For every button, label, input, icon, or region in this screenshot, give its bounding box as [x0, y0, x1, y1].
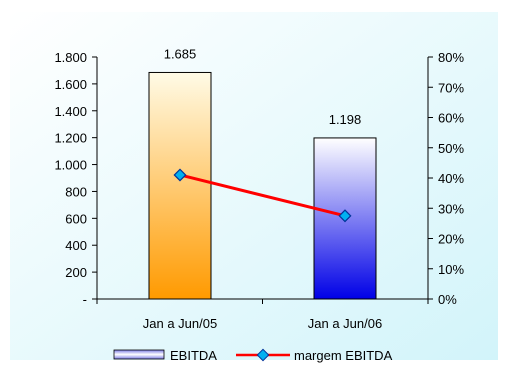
margem-ebitda-point [338, 209, 352, 223]
right-axis-tick-label: 50% [438, 141, 464, 156]
right-axis-tick-label: 0% [438, 292, 457, 307]
x-axis: Jan a Jun/05 Jan a Jun/06 [96, 298, 429, 331]
left-axis-tick-label: 800 [65, 184, 87, 199]
bar-value-label: 1.685 [164, 46, 197, 61]
right-axis-tick-label: 20% [438, 232, 464, 247]
left-axis-tick-label: 400 [65, 238, 87, 253]
margem-ebitda-line [179, 173, 346, 218]
left-axis-tick-label: 1.400 [54, 104, 87, 119]
legend: EBITDA margem EBITDA [113, 348, 393, 363]
legend-label-margem-ebitda: margem EBITDA [294, 348, 393, 363]
left-axis-tick-label: 1.600 [54, 77, 87, 92]
right-axis-tick-label: 30% [438, 201, 464, 216]
left-axis-tick-label: 1.800 [54, 50, 87, 65]
right-axis-tick-label: 80% [438, 50, 464, 65]
left-axis-tick-label: 1.000 [54, 158, 87, 173]
right-axis-tick-label: 70% [438, 80, 464, 95]
legend-swatch-ebitda [113, 349, 165, 360]
x-axis-category-label: Jan a Jun/05 [143, 316, 217, 331]
bar-data-labels: 1.685 1.198 [164, 46, 362, 126]
left-axis-tick-label: - [83, 292, 87, 307]
left-axis-tick-label: 1.200 [54, 131, 87, 146]
left-y-axis: - 200 400 600 800 1.000 1.200 1.400 1.600 1.800 [54, 50, 98, 307]
bar [148, 71, 212, 300]
left-axis-tick-label: 200 [65, 265, 87, 280]
x-axis-category-label: Jan a Jun/06 [308, 316, 382, 331]
right-axis-tick-label: 40% [438, 171, 464, 186]
right-axis-tick-label: 10% [438, 262, 464, 277]
line-series [173, 168, 352, 223]
legend-swatch-margem-marker [256, 348, 270, 362]
right-y-axis: 0% 10% 20% 30% 40% 50% 60% 70% 80% [427, 50, 464, 307]
legend-label-ebitda: EBITDA [170, 348, 217, 363]
right-axis-tick-label: 60% [438, 111, 464, 126]
bar-value-label: 1.198 [329, 112, 362, 127]
chart-background [10, 12, 498, 360]
margem-ebitda-point [173, 168, 187, 182]
left-axis-tick-label: 600 [65, 211, 87, 226]
